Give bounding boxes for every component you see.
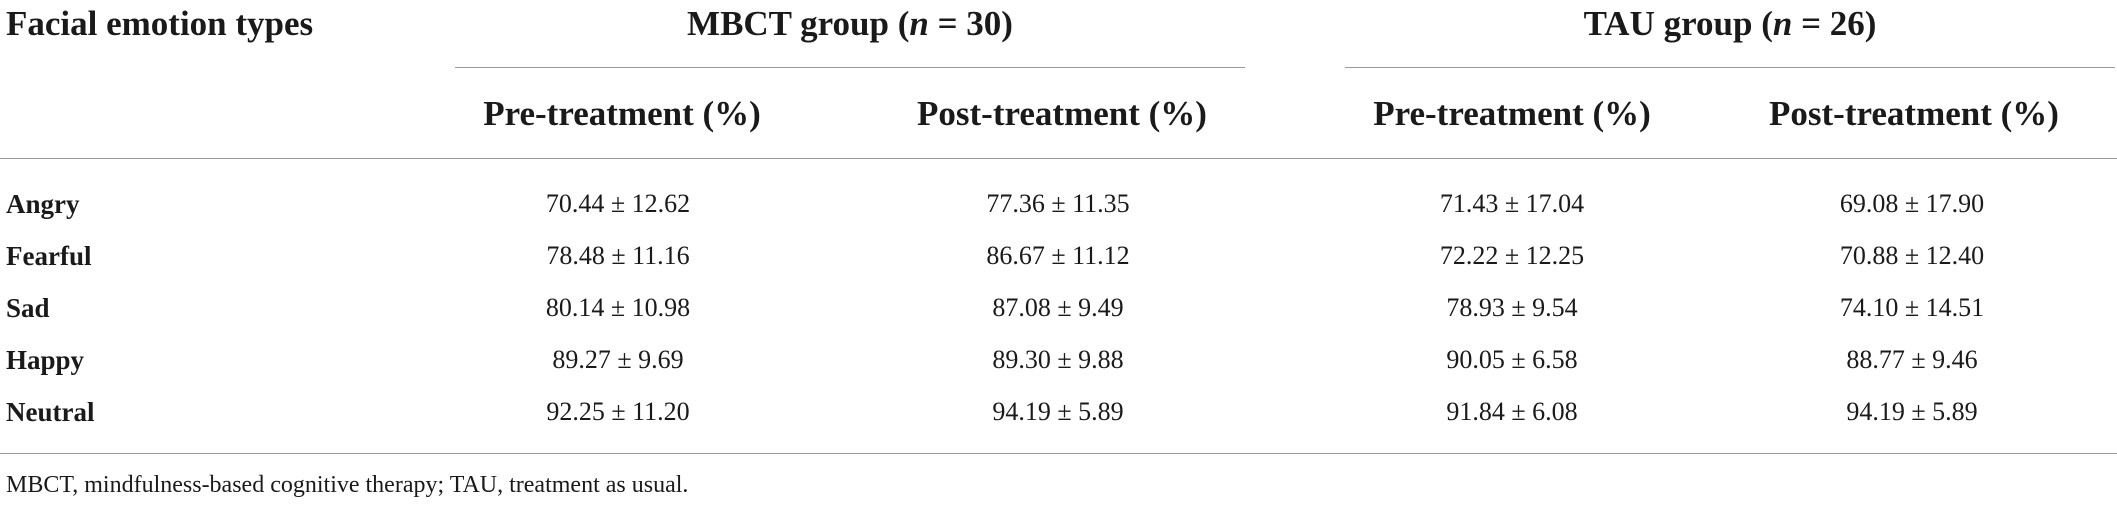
table-cell: 78.48 ± 11.16: [546, 241, 690, 270]
table-cell: 86.67 ± 11.12: [986, 241, 1130, 270]
header-rule: [0, 158, 2117, 159]
table-cell: 91.84 ± 6.08: [1446, 397, 1578, 426]
table-cell: 90.05 ± 6.58: [1446, 345, 1578, 374]
table-cell: 78.93 ± 9.54: [1446, 293, 1578, 322]
table-cell: 74.10 ± 14.51: [1839, 293, 1985, 322]
table-footnote: MBCT, mindfulness-based cognitive therap…: [6, 472, 689, 498]
tau-group-rule: [1345, 67, 2115, 68]
table-cell: 94.19 ± 5.89: [1846, 397, 1978, 426]
table-cell: 88.77 ± 9.46: [1846, 345, 1978, 374]
table-cell: 70.44 ± 12.62: [545, 189, 691, 218]
table-cell: 69.08 ± 17.90: [1839, 189, 1985, 218]
table-cell: 71.43 ± 17.04: [1439, 189, 1585, 218]
subheader-tau-post: Post-treatment (%): [1769, 94, 2059, 133]
table-cell: 77.36 ± 11.35: [986, 189, 1130, 218]
row-label-happy: Happy: [6, 345, 85, 375]
row-label-angry: Angry: [6, 189, 80, 219]
table-cell: 70.88 ± 12.40: [1839, 241, 1985, 270]
subheader-mbct-pre: Pre-treatment (%): [483, 94, 761, 133]
corner-header: Facial emotion types: [6, 4, 314, 43]
mbct-group-rule: [455, 67, 1245, 68]
table-cell: 87.08 ± 9.49: [992, 293, 1124, 322]
group-header-mbct: MBCT group (n = 30): [687, 4, 1013, 43]
row-label-fearful: Fearful: [6, 241, 92, 271]
table-cell: 92.25 ± 11.20: [546, 397, 690, 426]
subheader-mbct-post: Post-treatment (%): [917, 94, 1207, 133]
table-cell: 80.14 ± 10.98: [545, 293, 691, 322]
group-header-tau: TAU group (n = 26): [1583, 4, 1877, 43]
row-label-neutral: Neutral: [6, 397, 95, 427]
table-cell: 72.22 ± 12.25: [1439, 241, 1585, 270]
subheader-tau-pre: Pre-treatment (%): [1373, 94, 1651, 133]
table-cell: 94.19 ± 5.89: [992, 397, 1124, 426]
table-cell: 89.30 ± 9.88: [992, 345, 1124, 374]
row-label-sad: Sad: [6, 293, 50, 323]
bottom-rule: [0, 453, 2117, 454]
table-cell: 89.27 ± 9.69: [552, 345, 684, 374]
